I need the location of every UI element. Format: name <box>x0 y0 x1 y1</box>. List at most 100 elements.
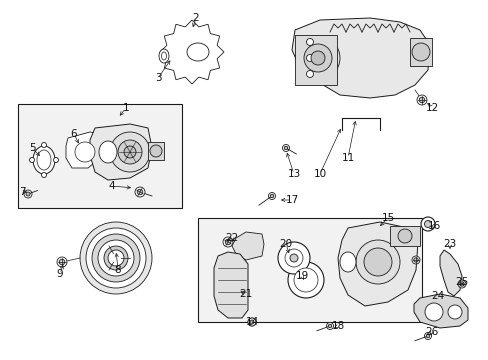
Circle shape <box>282 144 289 152</box>
Circle shape <box>247 318 256 326</box>
Polygon shape <box>231 232 264 260</box>
Circle shape <box>270 194 273 198</box>
Circle shape <box>110 252 122 264</box>
Circle shape <box>86 228 146 288</box>
Circle shape <box>424 303 442 321</box>
Text: 19: 19 <box>295 271 308 281</box>
Polygon shape <box>66 132 104 168</box>
Circle shape <box>411 256 419 264</box>
Text: 8: 8 <box>115 265 121 275</box>
Circle shape <box>57 257 67 267</box>
Polygon shape <box>439 250 461 296</box>
Circle shape <box>306 39 313 45</box>
Circle shape <box>104 246 128 270</box>
Text: 3: 3 <box>154 73 161 83</box>
Polygon shape <box>160 20 224 84</box>
Circle shape <box>249 320 253 324</box>
Text: 16: 16 <box>427 221 440 231</box>
Text: 12: 12 <box>425 103 438 113</box>
Circle shape <box>247 318 256 326</box>
Circle shape <box>310 51 325 65</box>
Text: 11: 11 <box>341 153 354 163</box>
Ellipse shape <box>159 49 169 63</box>
Circle shape <box>326 323 333 329</box>
Text: 10: 10 <box>313 169 326 179</box>
Circle shape <box>293 268 317 292</box>
Circle shape <box>110 132 150 172</box>
Text: 4: 4 <box>108 181 115 191</box>
Ellipse shape <box>161 52 166 60</box>
Circle shape <box>53 158 59 162</box>
Text: 24: 24 <box>430 291 444 301</box>
Circle shape <box>304 44 331 72</box>
Circle shape <box>416 95 426 105</box>
Circle shape <box>411 43 429 61</box>
Circle shape <box>424 333 430 339</box>
Circle shape <box>150 145 162 157</box>
Text: 26: 26 <box>425 327 438 337</box>
Ellipse shape <box>33 146 55 174</box>
Circle shape <box>223 237 232 247</box>
Circle shape <box>287 262 324 298</box>
Circle shape <box>457 280 465 288</box>
Text: 9: 9 <box>57 269 63 279</box>
Circle shape <box>41 172 46 177</box>
Bar <box>148 142 163 160</box>
Circle shape <box>426 334 429 338</box>
Circle shape <box>29 158 35 162</box>
Text: 21: 21 <box>239 289 252 299</box>
Circle shape <box>118 140 142 164</box>
Circle shape <box>108 250 124 266</box>
Text: 23: 23 <box>443 239 456 249</box>
Text: 7: 7 <box>19 187 25 197</box>
Text: 5: 5 <box>29 143 35 153</box>
Circle shape <box>135 187 145 197</box>
Circle shape <box>420 217 434 231</box>
Circle shape <box>459 282 463 286</box>
Circle shape <box>124 146 136 158</box>
Ellipse shape <box>186 43 208 61</box>
Polygon shape <box>291 18 429 98</box>
Circle shape <box>80 222 152 294</box>
Text: 20: 20 <box>279 239 292 249</box>
Text: 2: 2 <box>192 13 199 23</box>
Circle shape <box>284 146 287 150</box>
Bar <box>18 104 182 208</box>
Text: 25: 25 <box>454 277 468 287</box>
Text: 14: 14 <box>245 317 258 327</box>
Text: 22: 22 <box>225 233 238 243</box>
Circle shape <box>295 36 339 80</box>
Bar <box>198 218 421 322</box>
Circle shape <box>355 240 399 284</box>
Circle shape <box>137 189 142 195</box>
Text: 18: 18 <box>331 321 344 331</box>
Circle shape <box>424 220 430 228</box>
Circle shape <box>24 190 32 198</box>
Circle shape <box>306 71 313 77</box>
Bar <box>409 38 431 66</box>
Text: 15: 15 <box>381 213 394 223</box>
Circle shape <box>59 259 64 265</box>
Circle shape <box>92 234 140 282</box>
Text: 13: 13 <box>287 169 300 179</box>
Bar <box>389 226 419 246</box>
Circle shape <box>278 242 309 274</box>
Circle shape <box>268 193 275 199</box>
Circle shape <box>447 305 461 319</box>
Circle shape <box>418 97 424 103</box>
Circle shape <box>41 143 46 148</box>
Text: 6: 6 <box>71 129 77 139</box>
Text: 17: 17 <box>285 195 298 205</box>
Text: 1: 1 <box>122 103 129 113</box>
Circle shape <box>413 258 417 262</box>
Polygon shape <box>90 124 152 180</box>
Polygon shape <box>214 252 247 318</box>
Bar <box>294 35 336 85</box>
Circle shape <box>98 240 134 276</box>
Circle shape <box>75 142 95 162</box>
Ellipse shape <box>99 141 117 163</box>
Polygon shape <box>413 294 467 328</box>
Circle shape <box>363 248 391 276</box>
Circle shape <box>327 324 331 328</box>
Circle shape <box>306 54 313 62</box>
